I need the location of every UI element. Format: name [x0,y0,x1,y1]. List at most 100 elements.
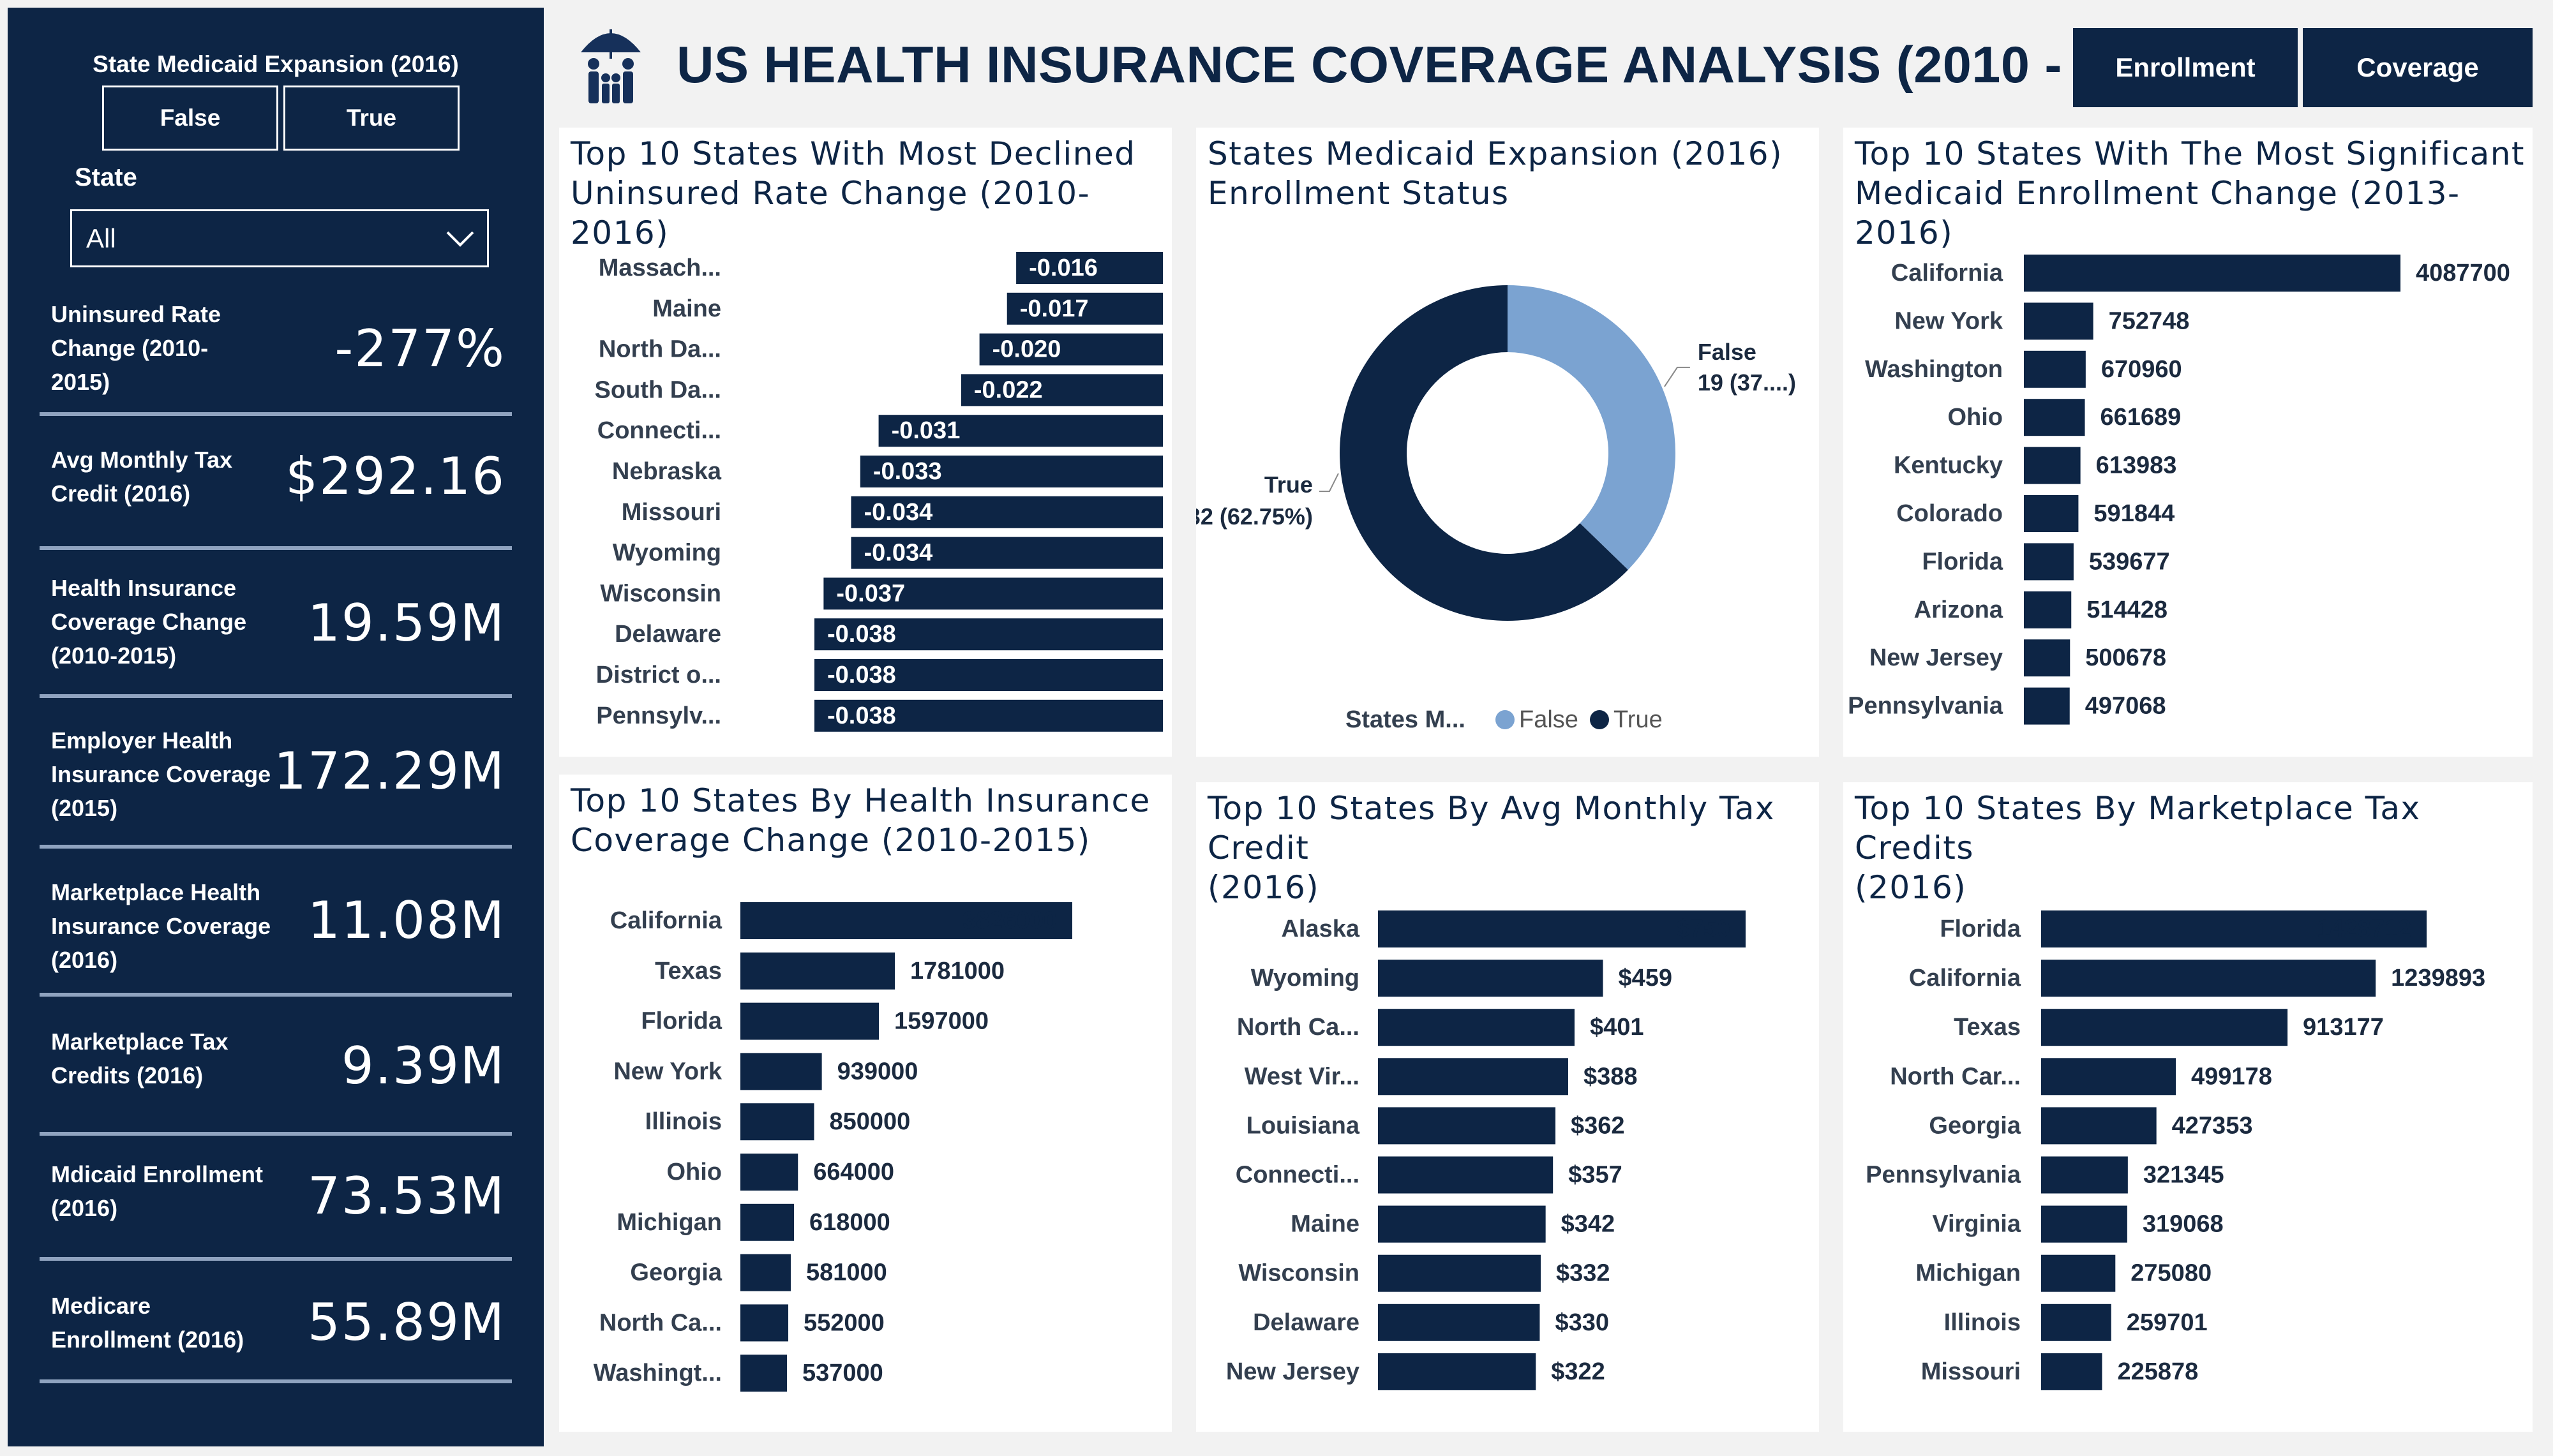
bar[interactable] [1378,960,1603,997]
data-label: 552000 [804,1309,885,1336]
donut-slice-true[interactable] [1340,285,1628,621]
kpi-label: Uninsured Rate Change (2010- 2015) [51,301,221,395]
expansion-donut-chart: False 19 (37....) True 32 (62.75%) States M.… [1196,285,1796,733]
bar[interactable] [1378,1205,1546,1243]
kpi-label: Employer Health Insurance Coverage (2015… [51,727,271,821]
bar[interactable] [2041,1205,2127,1243]
donut-slice-false[interactable] [1508,285,1675,570]
bar[interactable] [2024,591,2072,628]
bar[interactable] [740,1254,791,1291]
state-dropdown-value: All [86,223,116,253]
data-label: 661689 [2100,404,2182,431]
bar[interactable] [740,1355,787,1392]
data-label: 664000 [813,1159,894,1185]
category-label: Missouri [622,499,721,526]
bar[interactable] [823,577,1163,610]
legend-item-label[interactable]: False [1519,706,1578,733]
bar[interactable] [1378,1107,1556,1145]
data-label: 591844 [2093,500,2175,527]
bar[interactable] [2041,960,2376,997]
coverage-change-chart-panel: Top 10 States By Health Insurance Covera… [559,775,1172,1432]
bar[interactable] [2024,255,2400,292]
bar[interactable] [740,1053,822,1090]
state-dropdown[interactable]: All [70,209,489,267]
bar[interactable] [2024,495,2079,532]
category-label: Ohio [1947,404,2003,431]
data-label: 4087700 [2416,260,2510,286]
bar[interactable] [1378,1009,1575,1046]
coverage-nav-button[interactable]: Coverage [2303,28,2533,107]
bar[interactable] [2041,1254,2116,1292]
bar[interactable] [740,1304,789,1342]
bar[interactable] [860,456,1163,487]
bar[interactable] [2041,1304,2111,1341]
data-label: 670960 [2101,356,2182,383]
bar[interactable] [1378,1156,1554,1194]
bar[interactable] [2024,543,2074,581]
bar[interactable] [2024,350,2086,388]
bar[interactable] [814,659,1163,691]
data-label: 1781000 [910,958,1005,984]
data-label: 500678 [2085,644,2166,671]
category-label: Pennsylvania [1866,1162,2021,1189]
category-label: Connecti... [1236,1162,1359,1189]
bar[interactable] [740,1103,814,1141]
filter-sidebar: State Medicaid Expansion (2016) False Tr… [8,8,544,1446]
medicaid-enrollment-chart-panel: Top 10 States With The Most Significant … [1843,128,2533,757]
bar[interactable] [740,1203,794,1241]
enrollment-nav-button[interactable]: Enrollment [2073,28,2298,107]
bar[interactable] [2041,1107,2157,1145]
bar[interactable] [2024,639,2070,677]
bar[interactable] [740,1002,880,1040]
slice-name-label: True [1264,472,1313,498]
kpi-card-uninsured-rate: Uninsured Rate Change (2010- 2015) -277% [40,282,512,416]
legend-item-label[interactable]: True [1613,706,1663,733]
chart-title: Top 10 States By Health Insurance Covera… [571,782,1151,859]
bar[interactable] [2024,399,2085,436]
data-label: 913177 [2303,1014,2384,1041]
bar[interactable] [740,1154,798,1191]
bar[interactable] [979,333,1163,366]
bar[interactable] [1378,1304,1540,1341]
data-label: $388 [1583,1063,1638,1090]
bar[interactable] [2041,1058,2176,1096]
bar[interactable] [961,374,1163,406]
bar[interactable] [851,537,1163,569]
bar[interactable] [2024,302,2093,340]
bar[interactable] [2041,1156,2128,1194]
expansion-true-button[interactable]: True [283,85,460,151]
bar[interactable] [1378,1353,1536,1390]
bar[interactable] [1016,252,1163,284]
kpi-label: Avg Monthly Tax Credit (2016) [51,447,233,507]
data-label: 539677 [2089,548,2170,575]
category-label: Kentucky [1894,452,2003,479]
data-label: -0.022 [974,376,1043,403]
bar[interactable] [2041,1353,2102,1390]
category-label: New York [613,1058,722,1085]
bar[interactable] [2024,687,2070,725]
bar[interactable] [1378,910,1746,947]
expansion-donut-panel: States Medicaid Expansion (2016) Enrollm… [1196,128,1819,757]
bar[interactable] [740,902,1072,939]
bar[interactable] [851,496,1163,528]
category-label: Ohio [666,1159,722,1185]
category-label: California [1891,260,2003,286]
bar[interactable] [2041,910,2427,947]
bar[interactable] [740,952,895,990]
chevron-down-icon [446,231,474,247]
bar[interactable] [1007,292,1163,325]
category-label: Michigan [1915,1260,2021,1287]
bar[interactable] [1378,1058,1568,1096]
kpi-label: Mdicaid Enrollment (2016) [51,1161,264,1221]
category-label: Wyoming [1251,965,1359,992]
bar[interactable] [814,618,1163,651]
bar[interactable] [814,699,1163,732]
category-label: Florida [1922,548,2003,575]
expansion-false-button[interactable]: False [102,85,278,151]
bar[interactable] [2024,447,2081,484]
data-label: -0.016 [1029,255,1098,281]
data-label: 259701 [2127,1309,2208,1336]
bar[interactable] [1378,1254,1541,1292]
bar[interactable] [2041,1009,2288,1046]
bar[interactable] [878,415,1163,447]
